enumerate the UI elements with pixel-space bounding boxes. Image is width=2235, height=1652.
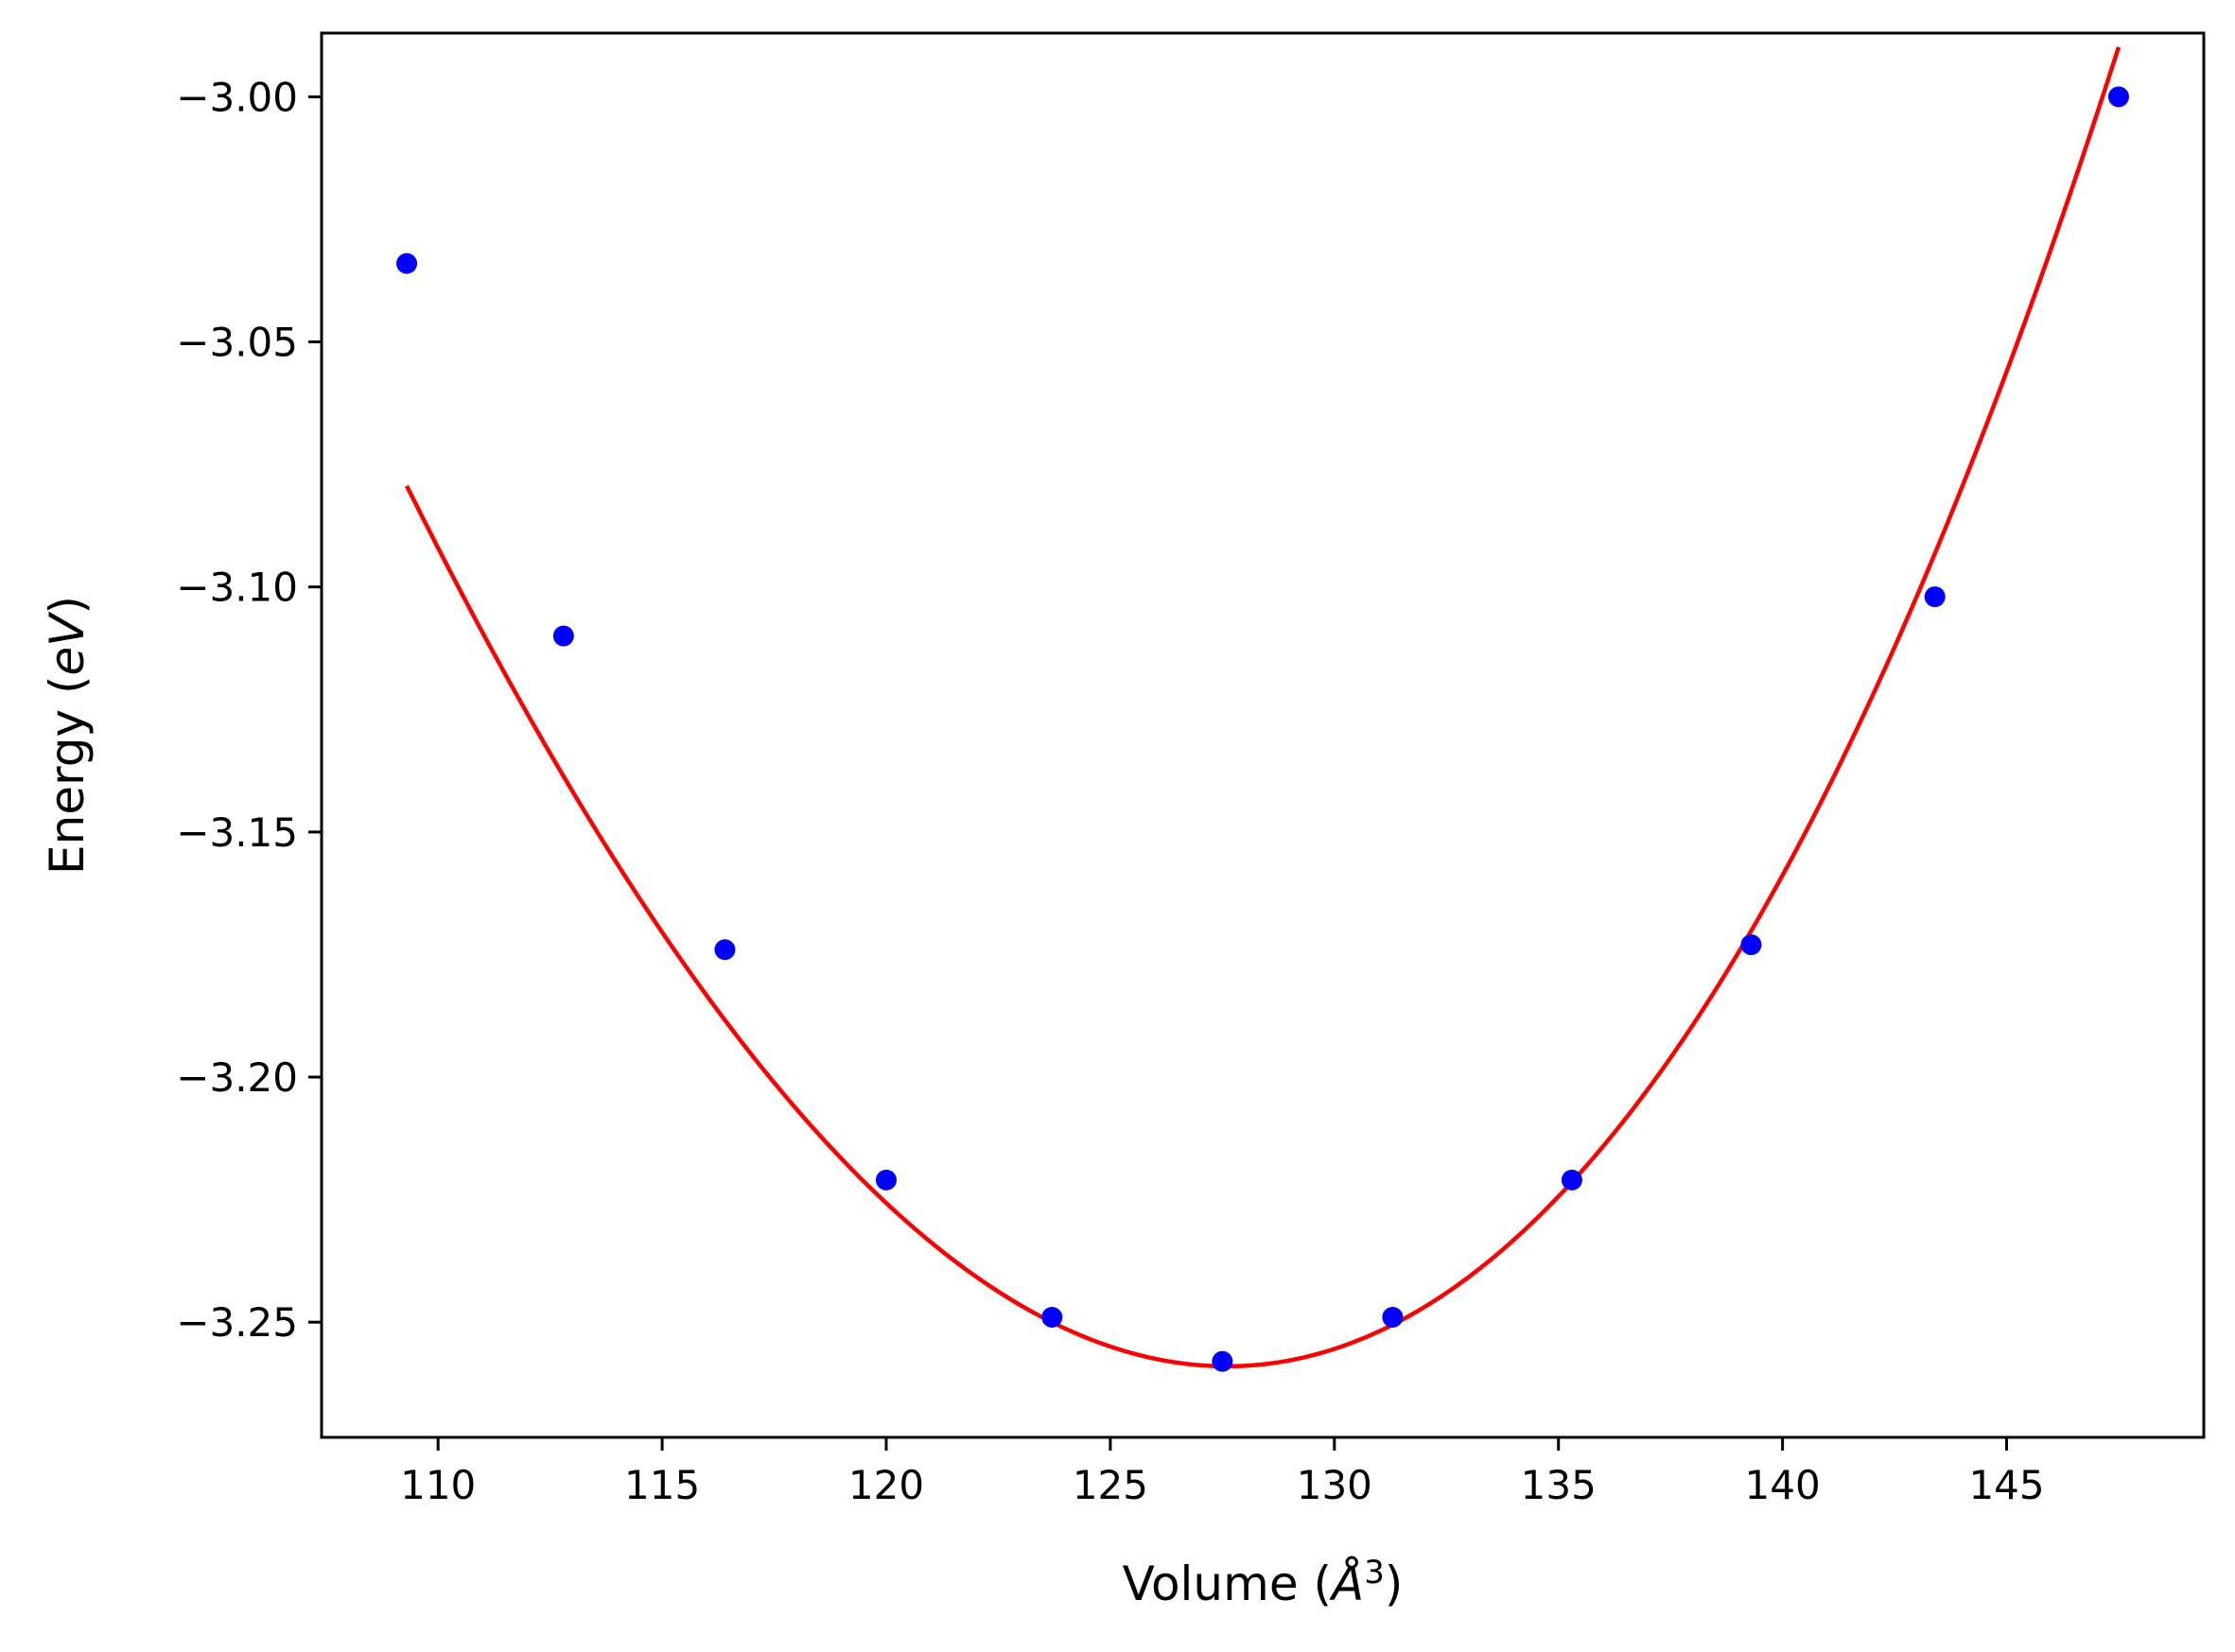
data-point [1212, 1350, 1233, 1372]
data-point [1561, 1169, 1582, 1191]
data-point [1740, 934, 1762, 956]
data-point [876, 1169, 897, 1191]
plot-frame [320, 31, 2206, 1439]
x-tick-label: 135 [1521, 1462, 1597, 1508]
x-tick-label: 120 [848, 1462, 924, 1508]
y-tick-label: −3.00 [176, 74, 298, 120]
data-point [1924, 586, 1946, 608]
data-points-layer [396, 86, 2129, 1372]
y-axis-label: Energy (eV) [40, 596, 95, 875]
fit-curve-line [405, 46, 2122, 1369]
data-point [1382, 1307, 1404, 1329]
data-point [1041, 1307, 1063, 1329]
x-tick-label: 110 [400, 1462, 476, 1508]
x-tick-label: 140 [1745, 1462, 1821, 1508]
y-tick-label: −3.20 [176, 1054, 298, 1101]
x-tick-label: 115 [624, 1462, 700, 1508]
x-axis-ticks: 110 115 120 125 130 135 140 145 [400, 1437, 2045, 1508]
x-tick-label: 145 [1968, 1462, 2044, 1508]
data-point [396, 252, 418, 274]
y-axis-ticks: −3.00 −3.05 −3.10 −3.15 −3.20 −3.25 [176, 74, 322, 1346]
x-axis-label: Volume (Å3) [1123, 1554, 1404, 1611]
data-point [2107, 86, 2129, 108]
fit-curve-layer [405, 46, 2122, 1369]
data-point [552, 625, 574, 647]
x-tick-label: 125 [1073, 1462, 1148, 1508]
y-tick-label: −3.10 [176, 565, 298, 611]
x-tick-label: 130 [1297, 1462, 1372, 1508]
y-tick-label: −3.15 [176, 809, 298, 856]
data-point [714, 939, 736, 961]
y-tick-label: −3.05 [176, 320, 298, 366]
y-tick-label: −3.25 [176, 1299, 298, 1346]
